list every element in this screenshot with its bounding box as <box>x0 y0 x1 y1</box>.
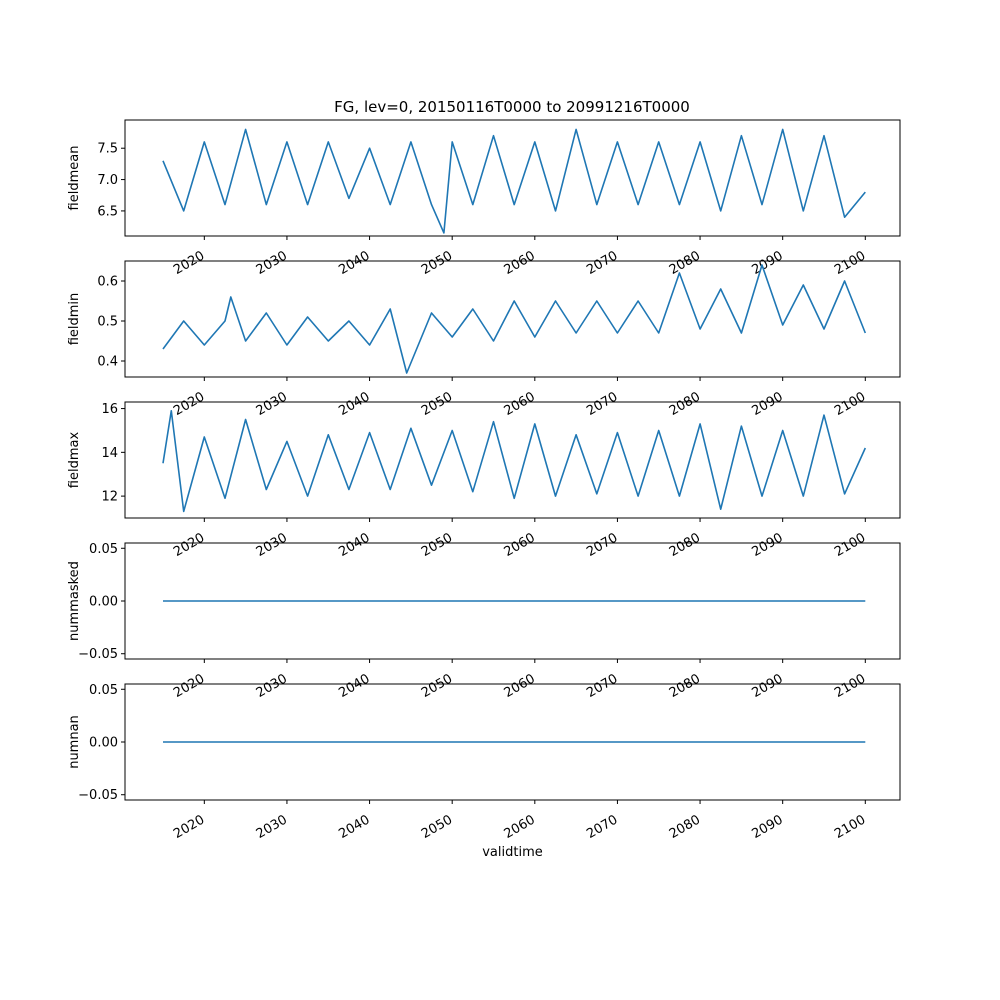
fieldmean-series-line <box>162 128 866 234</box>
nummasked-ytick-label: −0.05 <box>78 647 118 662</box>
numnan-ylabel: numnan <box>67 715 82 769</box>
fieldmean-ytick-label: 7.0 <box>97 173 118 188</box>
fieldmax-ytick-label: 14 <box>101 446 118 461</box>
numnan-ytick-label: 0.05 <box>89 683 118 698</box>
fieldmax-ytick-label: 12 <box>101 490 118 505</box>
figure-title: FG, lev=0, 20150116T0000 to 20991216T000… <box>334 98 690 116</box>
fieldmin-ylabel: fieldmin <box>67 293 82 346</box>
fieldmean-axes-frame <box>124 119 901 237</box>
numnan-xlabel: validtime <box>482 845 543 860</box>
numnan-ytick-label: 0.00 <box>89 736 118 751</box>
fieldmax-ylabel: fieldmax <box>67 432 82 489</box>
nummasked-ytick-label: 0.05 <box>89 542 118 557</box>
fieldmin-series-line <box>162 264 867 374</box>
fieldmean-ylabel: fieldmean <box>67 146 82 211</box>
fieldmin-ytick-label: 0.4 <box>97 355 118 370</box>
nummasked-ylabel: nummasked <box>67 561 82 641</box>
fieldmean-ytick-label: 6.5 <box>97 204 118 219</box>
fieldmax-series-line <box>162 409 867 513</box>
fieldmean-ytick-label: 7.5 <box>97 142 118 157</box>
numnan-ytick-label: −0.05 <box>78 788 118 803</box>
fieldmin-ytick-label: 0.5 <box>97 315 118 330</box>
fieldmin-axes-frame <box>124 260 901 378</box>
fieldmax-ytick-label: 16 <box>101 402 118 417</box>
fieldmax-axes-frame <box>124 401 901 519</box>
fieldmin-ytick-label: 0.6 <box>97 275 118 290</box>
nummasked-ytick-label: 0.00 <box>89 595 118 610</box>
